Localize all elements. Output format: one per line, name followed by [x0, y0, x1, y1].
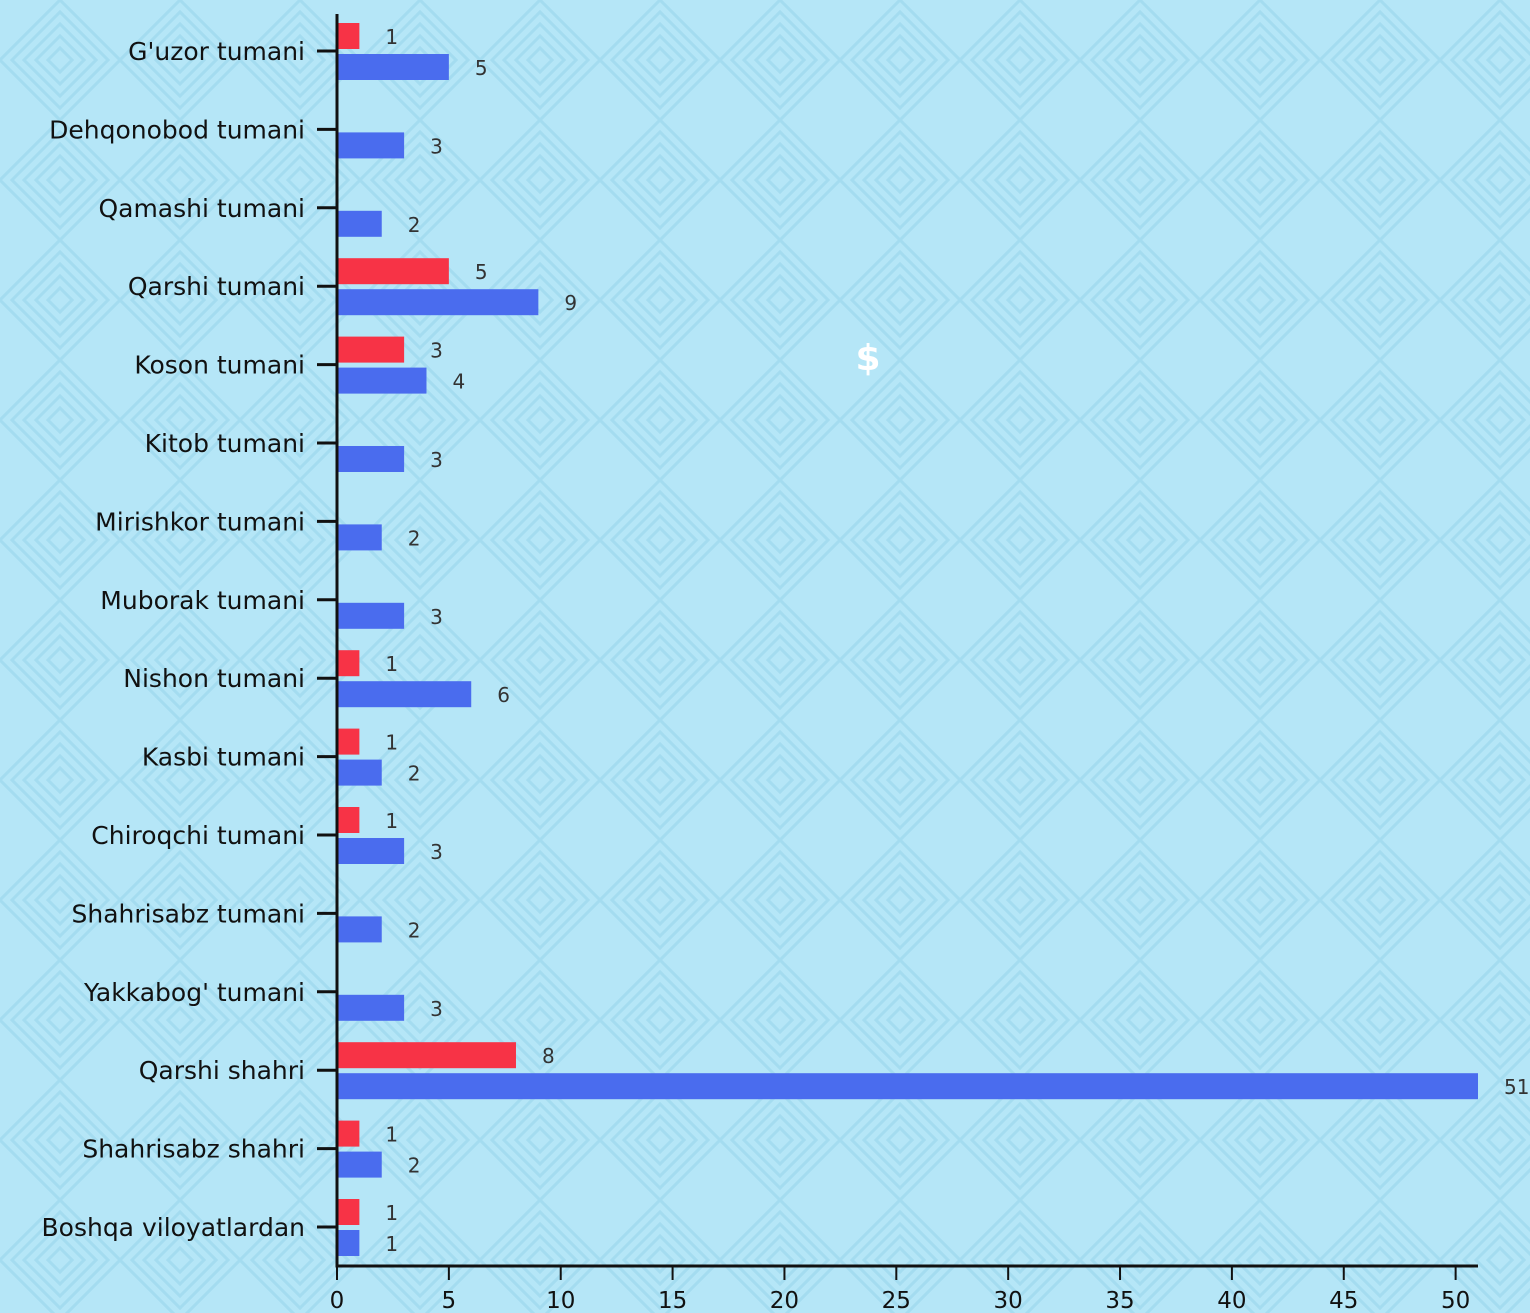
- category-label: Chiroqchi tumani: [91, 821, 305, 850]
- bar-series-2: [337, 446, 405, 472]
- data-label: 1: [385, 25, 398, 49]
- category-label: Mirishkor tumani: [95, 507, 305, 536]
- bar-series-1: [337, 23, 360, 49]
- data-label: 1: [385, 731, 398, 755]
- x-tick-label: 20: [770, 1288, 799, 1313]
- data-label: 3: [430, 840, 443, 864]
- bars-layer: [337, 23, 1478, 1256]
- category-label: Muborak tumani: [100, 586, 305, 615]
- data-label: 3: [430, 605, 443, 629]
- bar-series-1: [337, 728, 360, 755]
- category-label: Yakkabog' tumani: [83, 978, 305, 1007]
- x-tick-label: 5: [442, 1288, 457, 1313]
- x-tick-label: 0: [330, 1288, 345, 1313]
- category-label: Qarshi shahri: [139, 1056, 305, 1085]
- bar-series-1: [337, 1199, 360, 1225]
- x-tick-label: 35: [1105, 1288, 1134, 1313]
- x-tick-label: 30: [994, 1288, 1023, 1313]
- category-label: Dehqonobod tumani: [49, 115, 305, 144]
- data-label: 3: [430, 339, 443, 363]
- bar-series-2: [337, 524, 382, 551]
- category-label: Kasbi tumani: [142, 743, 305, 772]
- data-label: 5: [475, 260, 488, 284]
- data-label: 6: [497, 683, 510, 707]
- category-label: Boshqa viloyatlardan: [42, 1213, 306, 1242]
- bar-series-1: [337, 1120, 360, 1147]
- data-label: 1: [385, 809, 398, 833]
- category-label: Qarshi tumani: [128, 272, 305, 301]
- data-label: 1: [385, 1232, 398, 1256]
- data-label: 3: [430, 997, 443, 1021]
- data-label: 4: [452, 370, 465, 394]
- bar-series-2: [337, 681, 472, 708]
- data-label: 8: [542, 1044, 555, 1068]
- bar-series-2: [337, 1230, 360, 1256]
- bar-series-1: [337, 807, 360, 833]
- category-label: Nishon tumani: [123, 664, 305, 693]
- x-tick-label: 10: [546, 1288, 575, 1313]
- bar-series-2: [337, 1073, 1478, 1100]
- bar-series-2: [337, 759, 382, 786]
- category-label: Kitob tumani: [145, 429, 305, 458]
- bar-series-1: [337, 336, 405, 363]
- x-tick-label: 45: [1329, 1288, 1358, 1313]
- bar-series-2: [337, 289, 539, 316]
- x-tick-label: 25: [882, 1288, 911, 1313]
- data-label: 5: [475, 56, 488, 80]
- x-tick-label: 15: [658, 1288, 687, 1313]
- bar-series-1: [337, 650, 360, 677]
- x-tick-label: 50: [1441, 1288, 1470, 1313]
- dollar-annotation: $: [855, 338, 880, 379]
- data-label: 3: [430, 448, 443, 472]
- data-label: 9: [564, 291, 577, 315]
- category-label: Qamashi tumani: [98, 194, 305, 223]
- category-label: G'uzor tumani: [128, 37, 305, 66]
- bar-series-2: [337, 602, 405, 629]
- data-label: 1: [385, 1123, 398, 1147]
- data-label: 1: [385, 652, 398, 676]
- category-label: Shahrisabz tumani: [72, 899, 306, 928]
- data-label: 2: [408, 762, 421, 786]
- category-label: Koson tumani: [134, 351, 305, 380]
- data-label: 2: [408, 526, 421, 550]
- bar-series-2: [337, 367, 427, 394]
- bar-series-2: [337, 54, 449, 80]
- data-label: 2: [408, 213, 421, 237]
- bar-series-2: [337, 994, 405, 1021]
- bar-series-2: [337, 916, 382, 943]
- bar-series-2: [337, 1151, 382, 1178]
- bar-series-2: [337, 838, 405, 864]
- data-label: 1: [385, 1201, 398, 1225]
- axis-layer: 0 5 10 15 20 25 30 35 40 45 50: [317, 14, 1478, 1313]
- labels-layer: G'uzor tumani 1 5 Dehqonobod tumani 3 Qamashi…: [42, 25, 1530, 1256]
- x-tick-label: 40: [1217, 1288, 1246, 1313]
- data-label: 2: [408, 918, 421, 942]
- bar-series-1: [337, 1042, 516, 1069]
- bar-series-1: [337, 258, 449, 285]
- data-label: 51: [1504, 1075, 1529, 1099]
- category-label: Shahrisabz shahri: [82, 1135, 305, 1164]
- data-label: 3: [430, 134, 443, 158]
- data-label: 2: [408, 1154, 421, 1178]
- bar-series-2: [337, 132, 405, 159]
- bar-series-2: [337, 210, 382, 237]
